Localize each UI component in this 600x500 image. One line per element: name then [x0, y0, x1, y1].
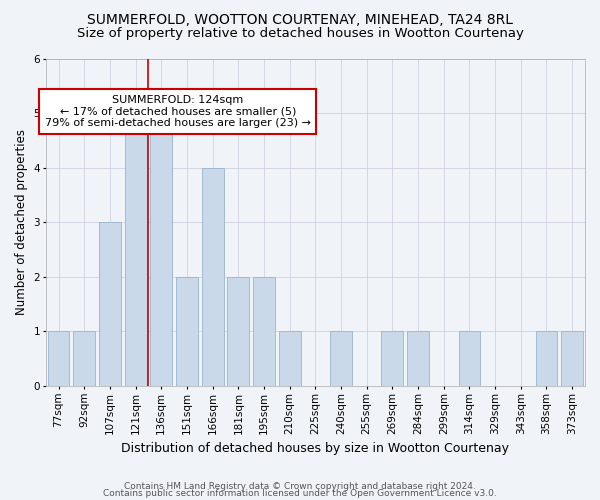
- Bar: [279, 332, 301, 386]
- Text: Contains HM Land Registry data © Crown copyright and database right 2024.: Contains HM Land Registry data © Crown c…: [124, 482, 476, 491]
- Bar: [151, 114, 172, 386]
- Text: Size of property relative to detached houses in Wootton Courtenay: Size of property relative to detached ho…: [77, 28, 523, 40]
- Bar: [561, 332, 583, 386]
- Text: SUMMERFOLD: 124sqm
← 17% of detached houses are smaller (5)
79% of semi-detached: SUMMERFOLD: 124sqm ← 17% of detached hou…: [45, 95, 311, 128]
- Bar: [202, 168, 224, 386]
- Y-axis label: Number of detached properties: Number of detached properties: [15, 130, 28, 316]
- Text: Contains public sector information licensed under the Open Government Licence v3: Contains public sector information licen…: [103, 489, 497, 498]
- Bar: [47, 332, 70, 386]
- Bar: [227, 277, 249, 386]
- Bar: [536, 332, 557, 386]
- Bar: [330, 332, 352, 386]
- Bar: [253, 277, 275, 386]
- Bar: [99, 222, 121, 386]
- Bar: [407, 332, 429, 386]
- Text: SUMMERFOLD, WOOTTON COURTENAY, MINEHEAD, TA24 8RL: SUMMERFOLD, WOOTTON COURTENAY, MINEHEAD,…: [87, 12, 513, 26]
- Bar: [125, 114, 146, 386]
- Bar: [382, 332, 403, 386]
- X-axis label: Distribution of detached houses by size in Wootton Courtenay: Distribution of detached houses by size …: [121, 442, 509, 455]
- Bar: [73, 332, 95, 386]
- Bar: [458, 332, 481, 386]
- Bar: [176, 277, 198, 386]
